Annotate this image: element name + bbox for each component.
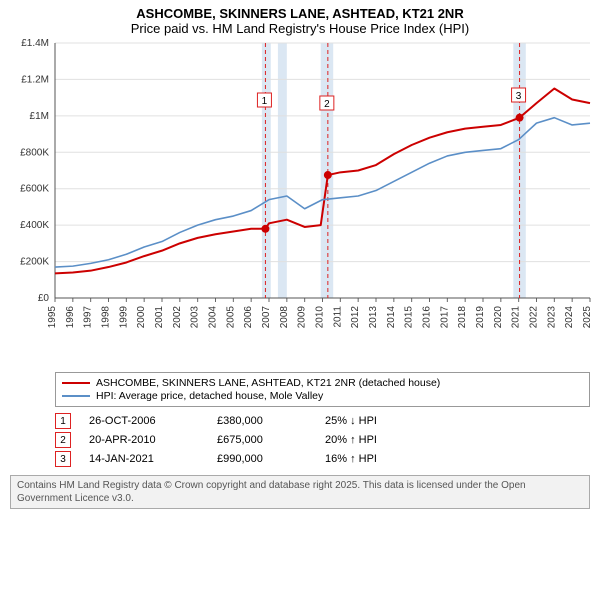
event-row: 3 14-JAN-2021 £990,000 16% ↑ HPI — [55, 451, 590, 467]
svg-text:1997: 1997 — [83, 306, 94, 329]
svg-text:2017: 2017 — [439, 306, 450, 329]
svg-text:3: 3 — [516, 91, 522, 102]
svg-text:2019: 2019 — [475, 306, 486, 329]
legend-item: ASHCOMBE, SKINNERS LANE, ASHTEAD, KT21 2… — [62, 377, 583, 389]
event-price: £675,000 — [217, 434, 307, 446]
svg-text:2009: 2009 — [297, 306, 308, 329]
event-price: £990,000 — [217, 453, 307, 465]
svg-text:2014: 2014 — [386, 306, 397, 329]
svg-text:£0: £0 — [38, 293, 50, 304]
svg-text:£1.4M: £1.4M — [21, 38, 49, 49]
event-price: £380,000 — [217, 415, 307, 427]
legend-label: HPI: Average price, detached house, Mole… — [96, 390, 323, 402]
event-hpi: 16% ↑ HPI — [325, 453, 415, 465]
chart-area: £0 £200K £400K £600K £800K £1M £1.2M £1.4M 1995 1… — [0, 38, 600, 368]
svg-text:1998: 1998 — [101, 306, 112, 329]
svg-text:£600K: £600K — [20, 184, 49, 195]
event-marker: 1 — [55, 413, 71, 429]
footnote: Contains HM Land Registry data © Crown c… — [10, 475, 590, 509]
event-date: 26-OCT-2006 — [89, 415, 199, 427]
event-marker: 3 — [55, 451, 71, 467]
legend-swatch — [62, 382, 90, 384]
svg-text:2013: 2013 — [368, 306, 379, 329]
svg-text:2023: 2023 — [546, 306, 557, 329]
legend: ASHCOMBE, SKINNERS LANE, ASHTEAD, KT21 2… — [55, 372, 590, 407]
svg-text:2024: 2024 — [564, 306, 575, 329]
svg-text:£1.2M: £1.2M — [21, 74, 49, 85]
event-row: 2 20-APR-2010 £675,000 20% ↑ HPI — [55, 432, 590, 448]
svg-text:2022: 2022 — [529, 306, 540, 329]
svg-text:2001: 2001 — [154, 306, 165, 329]
svg-text:2003: 2003 — [190, 306, 201, 329]
event-marker: 2 — [55, 432, 71, 448]
line-chart: £0 £200K £400K £600K £800K £1M £1.2M £1.4M 1995 1… — [0, 38, 600, 368]
svg-text:£400K: £400K — [20, 220, 49, 231]
svg-text:£1M: £1M — [30, 111, 49, 122]
event-table: 1 26-OCT-2006 £380,000 25% ↓ HPI 2 20-APR-201… — [55, 413, 590, 467]
svg-text:2015: 2015 — [404, 306, 415, 329]
event-date: 20-APR-2010 — [89, 434, 199, 446]
svg-text:2004: 2004 — [208, 306, 219, 329]
svg-text:2012: 2012 — [350, 306, 361, 329]
svg-text:2: 2 — [324, 99, 330, 110]
svg-text:1996: 1996 — [65, 306, 76, 329]
svg-text:2005: 2005 — [225, 306, 236, 329]
svg-text:2006: 2006 — [243, 306, 254, 329]
svg-text:2021: 2021 — [511, 306, 522, 329]
event-hpi: 20% ↑ HPI — [325, 434, 415, 446]
svg-text:2010: 2010 — [315, 306, 326, 329]
legend-label: ASHCOMBE, SKINNERS LANE, ASHTEAD, KT21 2… — [96, 377, 440, 389]
svg-text:2002: 2002 — [172, 306, 183, 329]
svg-text:2011: 2011 — [332, 306, 343, 328]
svg-text:2025: 2025 — [582, 306, 593, 329]
chart-subtitle: Price paid vs. HM Land Registry's House … — [0, 21, 600, 36]
svg-text:1999: 1999 — [118, 306, 129, 329]
svg-text:2016: 2016 — [422, 306, 433, 329]
title-block: ASHCOMBE, SKINNERS LANE, ASHTEAD, KT21 2… — [0, 0, 600, 38]
legend-swatch — [62, 395, 90, 397]
svg-text:£200K: £200K — [20, 257, 49, 268]
svg-text:2000: 2000 — [136, 306, 147, 329]
legend-item: HPI: Average price, detached house, Mole… — [62, 390, 583, 402]
event-row: 1 26-OCT-2006 £380,000 25% ↓ HPI — [55, 413, 590, 429]
svg-text:2007: 2007 — [261, 306, 272, 329]
event-hpi: 25% ↓ HPI — [325, 415, 415, 427]
svg-text:£800K: £800K — [20, 147, 49, 158]
svg-text:2008: 2008 — [279, 306, 290, 329]
event-date: 14-JAN-2021 — [89, 453, 199, 465]
chart-container: ASHCOMBE, SKINNERS LANE, ASHTEAD, KT21 2… — [0, 0, 600, 509]
chart-title: ASHCOMBE, SKINNERS LANE, ASHTEAD, KT21 2… — [0, 6, 600, 21]
svg-text:2018: 2018 — [457, 306, 468, 329]
svg-text:1995: 1995 — [47, 306, 58, 329]
svg-text:2020: 2020 — [493, 306, 504, 329]
svg-text:1: 1 — [262, 96, 268, 107]
